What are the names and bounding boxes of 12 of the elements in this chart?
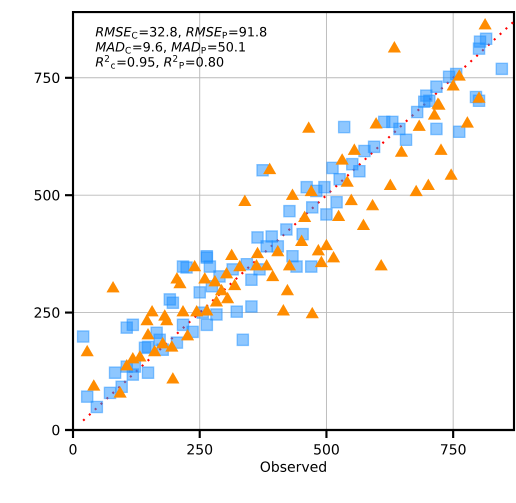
annotation: RMSE$_{C}$=32.8, RMSE$_{P}$=91.8	[96, 26, 266, 39]
x-tick-label: 0	[69, 444, 77, 455]
annotation: MAD$_{C}$=9.6, MAD$_{P}$=50.1	[96, 42, 245, 54]
y-tick-label: 750	[34, 72, 60, 84]
y-tick-label: 250	[34, 307, 60, 318]
x-axis-title: Observed	[260, 461, 326, 472]
y-tick-label: 500	[34, 190, 60, 200]
annotation: R$^{2}$$_{c}$=0.95, R$^{2}$$_{P}$=0.80	[96, 55, 224, 69]
y-tick-label: 0	[52, 424, 60, 436]
x-tick-label: 500	[314, 444, 339, 455]
x-tick-label: 750	[440, 444, 466, 455]
x-tick-label: 250	[187, 444, 212, 455]
